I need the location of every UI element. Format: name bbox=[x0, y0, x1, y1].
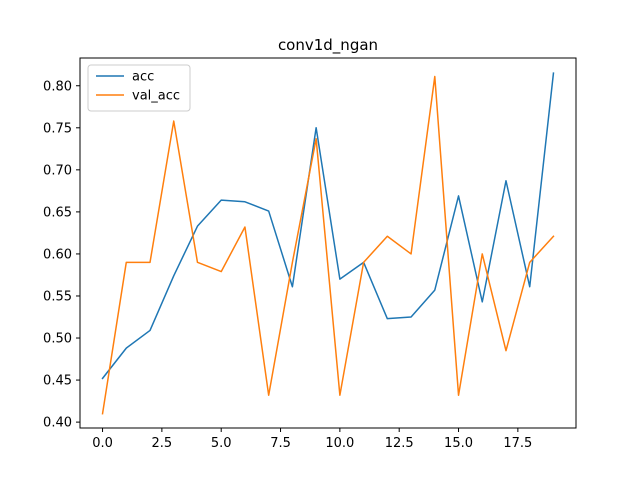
y-tick-label: 0.60 bbox=[43, 247, 72, 262]
x-tick-label: 5.0 bbox=[211, 436, 232, 451]
y-tick-label: 0.55 bbox=[43, 289, 72, 304]
axes-frame bbox=[79, 57, 577, 429]
series-line-acc bbox=[101, 72, 555, 380]
x-tick-label: 17.5 bbox=[503, 436, 532, 451]
y-tick-label: 0.40 bbox=[43, 416, 72, 431]
x-tick-label: 15.0 bbox=[444, 436, 473, 451]
y-tick-label: 0.65 bbox=[43, 205, 72, 220]
y-tick-label: 0.45 bbox=[43, 374, 72, 389]
plot-lines bbox=[101, 72, 555, 415]
x-tick-label: 2.5 bbox=[152, 436, 173, 451]
series-line-val-acc bbox=[101, 75, 555, 415]
x-tick-label: 12.5 bbox=[385, 436, 414, 451]
y-tick-label: 0.75 bbox=[43, 121, 72, 136]
y-axis-ticks: 0.40 0.45 0.50 0.55 0.60 0.65 0.70 0.75 0.80 bbox=[43, 79, 80, 431]
y-tick-label: 0.80 bbox=[43, 79, 72, 94]
legend: acc val_acc bbox=[87, 64, 191, 112]
chart-title: conv1d_ngan bbox=[278, 36, 378, 55]
x-axis-ticks: 0.0 2.5 5.0 7.5 10.0 12.5 15.0 17.5 bbox=[92, 428, 532, 451]
x-tick-label: 7.5 bbox=[270, 436, 291, 451]
legend-label: val_acc bbox=[132, 89, 180, 104]
y-tick-label: 0.50 bbox=[43, 332, 72, 347]
legend-label: acc bbox=[132, 70, 154, 85]
x-tick-label: 0.0 bbox=[92, 436, 113, 451]
y-tick-label: 0.70 bbox=[43, 163, 72, 178]
x-tick-label: 10.0 bbox=[325, 436, 354, 451]
